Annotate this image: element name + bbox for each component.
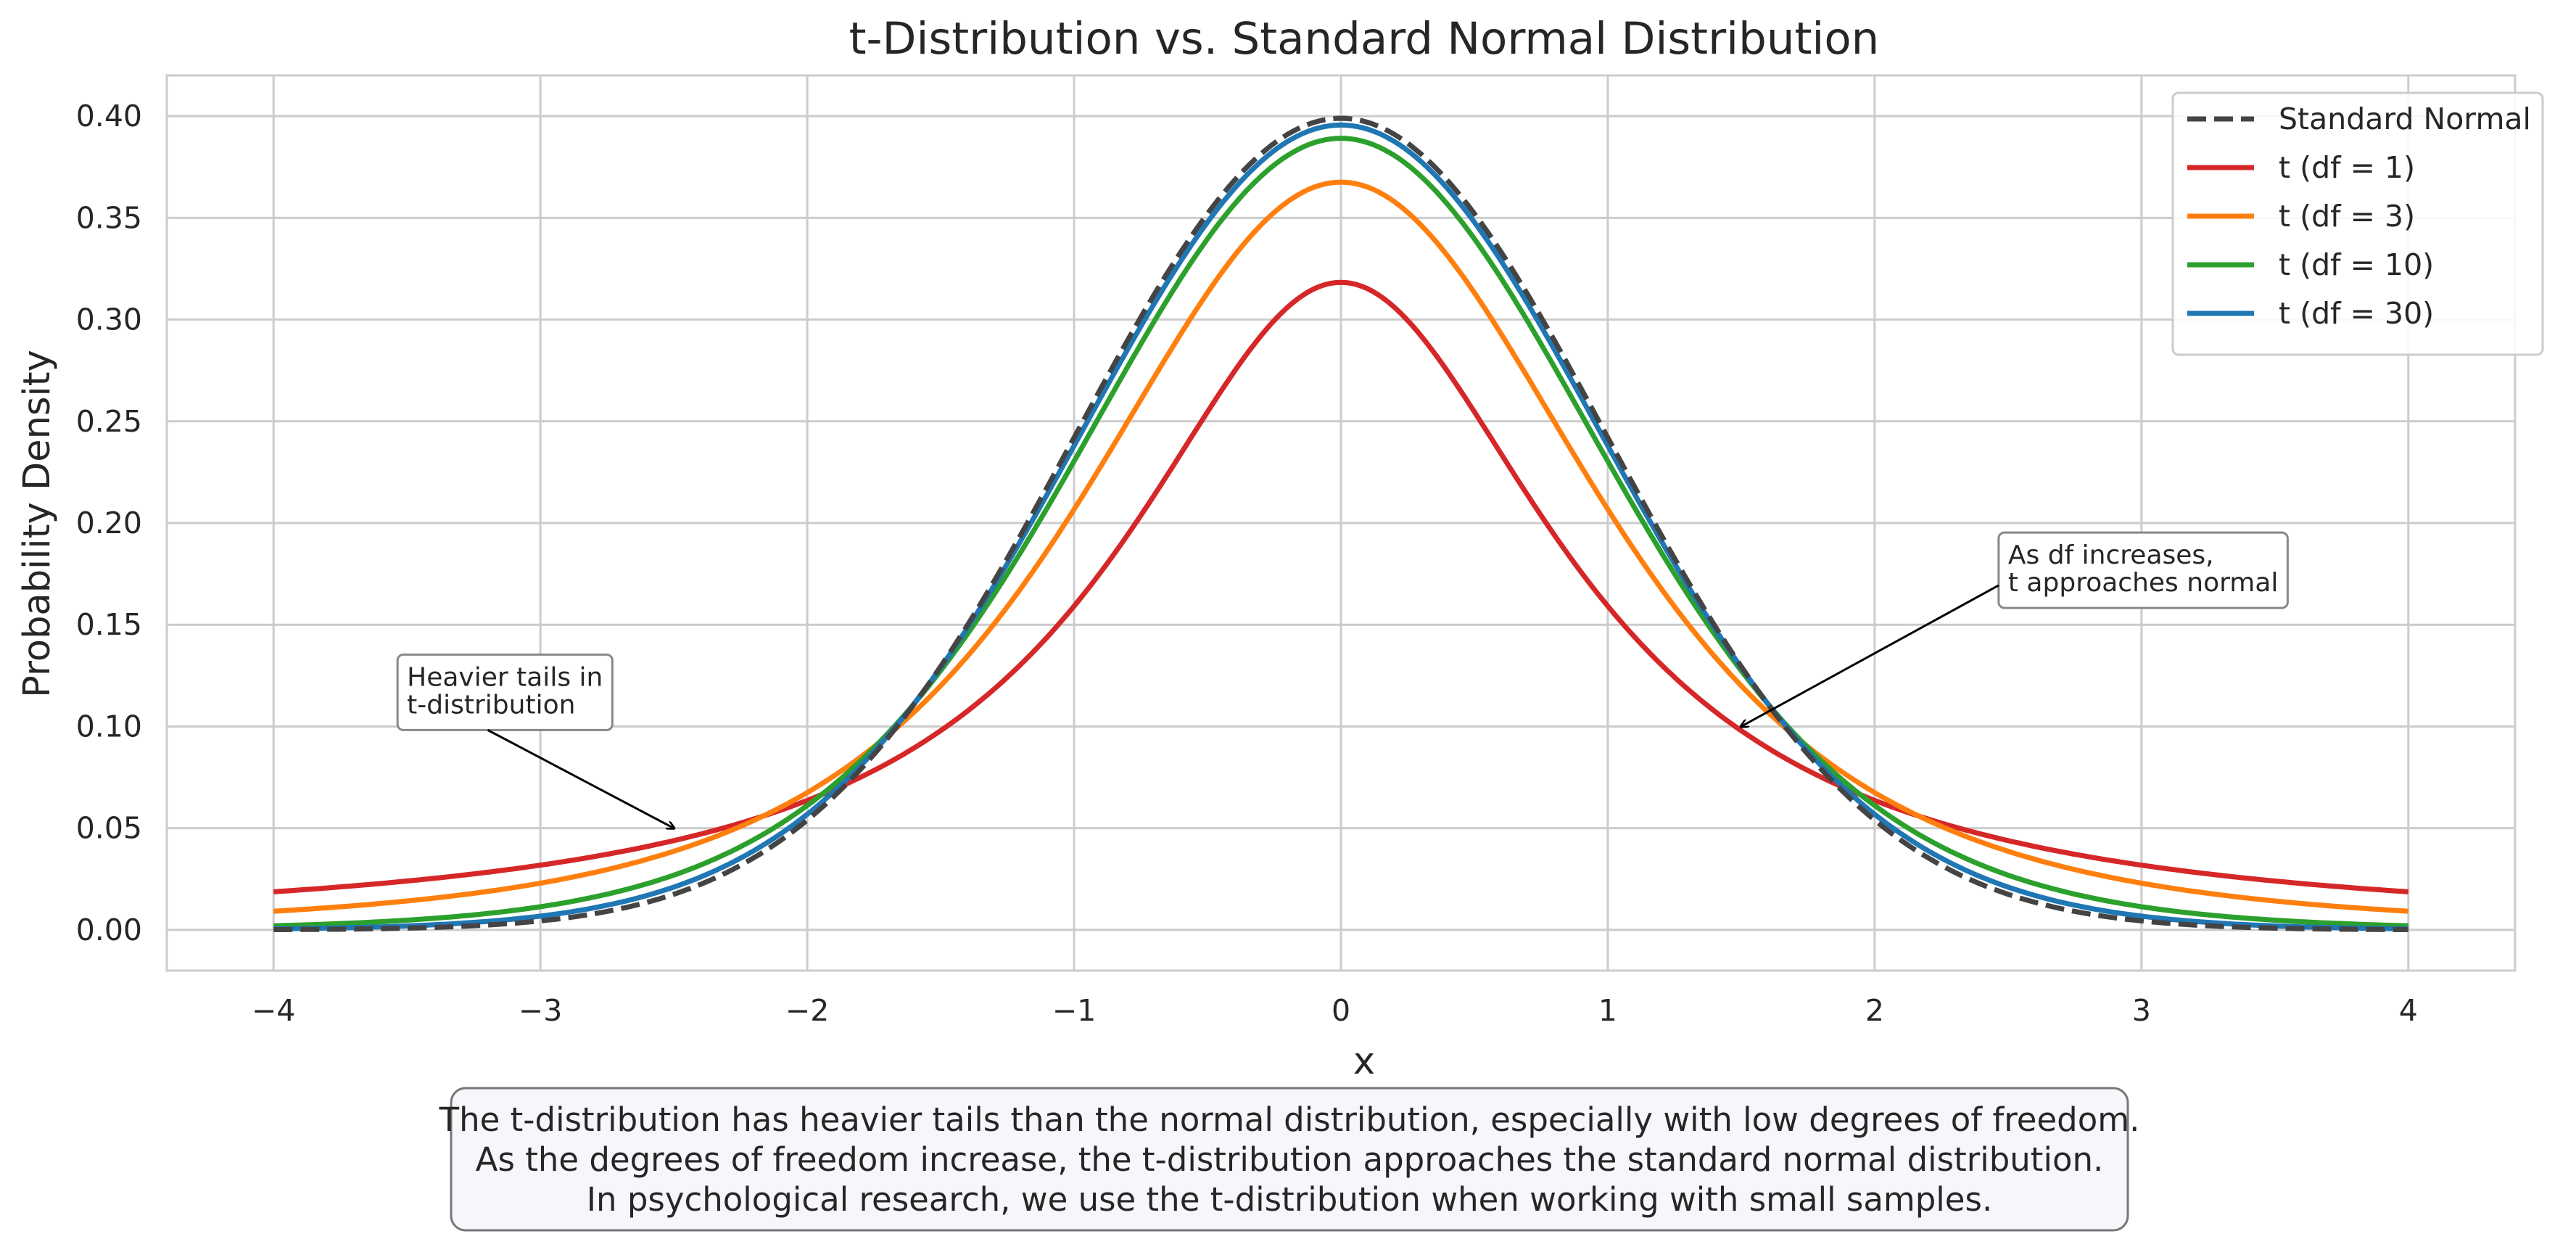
legend-label: t (df = 30) <box>2279 296 2434 331</box>
legend-item: Standard Normal <box>2187 102 2531 136</box>
series-line-standard-normal <box>273 115 2408 932</box>
y-tick-label: 0.10 <box>76 709 142 744</box>
annotation: As df increases,t approaches normal <box>1741 531 2289 727</box>
series-line-t-df-30 <box>273 122 2408 931</box>
y-axis: 0.00 0.05 0.10 0.15 0.20 0.25 0.30 0.35 0.40 <box>76 99 142 947</box>
x-tick-label: −2 <box>785 993 829 1028</box>
x-tick-label: −1 <box>1052 993 1096 1028</box>
series-line-t-df-1 <box>273 279 2409 894</box>
y-tick-label: 0.35 <box>76 200 142 235</box>
caption-line: In psychological research, we use the t-… <box>587 1180 1993 1219</box>
x-tick-label: −4 <box>252 993 295 1028</box>
annotation-box <box>1997 531 2289 609</box>
x-tick-label: 2 <box>1865 993 1884 1028</box>
series-lines <box>273 115 2409 932</box>
y-tick-label: 0.25 <box>76 404 142 439</box>
y-tick-label: 0.15 <box>76 607 142 642</box>
caption-box: The t-distribution has heavier tails tha… <box>439 1087 2140 1232</box>
x-axis-label: x <box>1353 1040 1375 1083</box>
plot-area <box>165 74 2517 972</box>
x-tick-label: −3 <box>519 993 562 1028</box>
y-tick-label: 0.40 <box>76 99 142 133</box>
chart-title: t-Distribution vs. Standard Normal Distr… <box>849 13 1880 65</box>
annotations: Heavier tails int-distribution As df incr… <box>396 531 2289 828</box>
legend-item: t (df = 30) <box>2187 296 2434 331</box>
series-line-t-df-10 <box>273 136 2408 929</box>
caption-background <box>450 1087 2129 1232</box>
annotation-text: t-distribution <box>407 690 575 720</box>
annotation-arrow <box>1741 584 1999 727</box>
y-axis-label: Probability Density <box>16 350 59 698</box>
annotation-box <box>396 653 614 731</box>
y-tick-label: 0.20 <box>76 506 142 540</box>
legend-item: t (df = 10) <box>2187 247 2434 282</box>
annotation: Heavier tails int-distribution <box>396 653 674 828</box>
x-tick-label: 3 <box>2132 993 2151 1028</box>
annotation-arrow <box>487 729 674 828</box>
legend-label: t (df = 1) <box>2279 150 2415 185</box>
annotation-text: t approaches normal <box>2008 568 2279 598</box>
y-tick-label: 0.00 <box>76 913 142 947</box>
x-axis: −4 −3 −2 −1 0 1 2 3 4 <box>252 993 2418 1028</box>
annotation-text: Heavier tails in <box>407 662 603 692</box>
legend-box <box>2171 91 2544 356</box>
x-tick-label: 0 <box>1332 993 1350 1028</box>
y-tick-label: 0.05 <box>76 811 142 846</box>
legend-label: t (df = 3) <box>2279 199 2415 234</box>
series-line-t-df-3 <box>273 179 2408 914</box>
legend-item: t (df = 3) <box>2187 199 2415 234</box>
legend-item: t (df = 1) <box>2187 150 2415 185</box>
caption-line: The t-distribution has heavier tails tha… <box>439 1100 2140 1139</box>
caption-line: As the degrees of freedom increase, the … <box>476 1140 2104 1179</box>
legend-label: t (df = 10) <box>2279 247 2434 282</box>
legend-label: Standard Normal <box>2279 102 2531 136</box>
legend: Standard Normal t (df = 1) t (df = 3) t (df… <box>2171 91 2544 356</box>
x-tick-label: 1 <box>1598 993 1617 1028</box>
y-tick-label: 0.30 <box>76 302 142 337</box>
x-tick-label: 4 <box>2399 993 2418 1028</box>
annotation-text: As df increases, <box>2008 540 2214 570</box>
